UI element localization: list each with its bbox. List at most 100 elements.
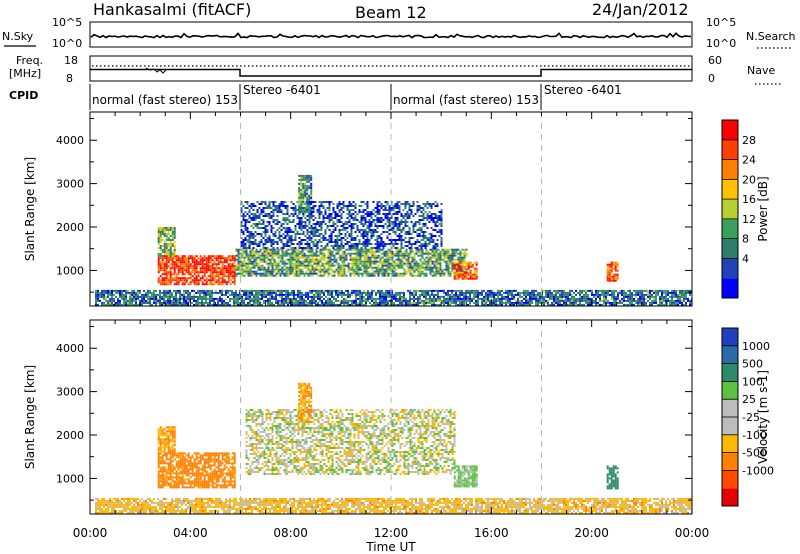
power-cell bbox=[427, 250, 430, 253]
power-cell bbox=[393, 295, 395, 298]
power-cell bbox=[360, 235, 363, 237]
power-cell bbox=[459, 261, 462, 264]
power-cell bbox=[451, 254, 454, 257]
power-cell bbox=[386, 221, 389, 223]
power-cell bbox=[262, 211, 265, 213]
power-cell bbox=[293, 266, 296, 269]
power-cell bbox=[408, 239, 411, 241]
power-cell bbox=[320, 203, 323, 205]
power-cell bbox=[453, 301, 455, 304]
power-cell bbox=[221, 281, 224, 284]
power-cell bbox=[239, 297, 241, 300]
power-cell bbox=[447, 289, 449, 292]
power-cell bbox=[243, 248, 246, 251]
power-cell bbox=[289, 270, 292, 273]
power-cell bbox=[467, 289, 469, 292]
power-cell bbox=[159, 229, 162, 231]
power-cell bbox=[302, 192, 305, 195]
power-cell bbox=[263, 248, 266, 251]
power-cell bbox=[271, 270, 274, 273]
power-cell bbox=[203, 297, 205, 300]
power-cell bbox=[97, 297, 99, 300]
power-cell bbox=[299, 289, 301, 292]
power-cell bbox=[317, 301, 319, 304]
power-cell bbox=[227, 275, 230, 278]
power-cell bbox=[266, 247, 269, 249]
power-cell bbox=[428, 239, 431, 241]
power-cell bbox=[253, 254, 256, 257]
power-cell bbox=[371, 256, 374, 259]
power-cell bbox=[398, 205, 401, 207]
power-cell bbox=[417, 301, 419, 304]
power-cell bbox=[426, 243, 429, 245]
power-cell bbox=[374, 229, 377, 231]
power-cell bbox=[263, 254, 266, 257]
power-cell bbox=[286, 213, 289, 215]
power-cell bbox=[342, 229, 345, 231]
freq-tick-top: 18 bbox=[64, 54, 78, 67]
power-cell bbox=[357, 291, 359, 294]
power-cell bbox=[157, 259, 160, 262]
power-cell bbox=[381, 252, 384, 255]
power-cell bbox=[517, 297, 519, 300]
power-cell bbox=[320, 237, 323, 239]
power-cell bbox=[199, 301, 201, 304]
power-cell bbox=[303, 266, 306, 269]
power-cell bbox=[509, 297, 511, 300]
power-cell bbox=[167, 297, 169, 300]
power-cell bbox=[306, 210, 309, 213]
power-cell bbox=[369, 258, 372, 261]
power-cell bbox=[395, 295, 397, 298]
power-cell bbox=[553, 295, 555, 298]
power-cell bbox=[288, 241, 291, 243]
power-cell bbox=[205, 269, 208, 272]
power-cell bbox=[292, 209, 295, 211]
power-cell bbox=[262, 207, 265, 209]
power-cell bbox=[443, 274, 446, 277]
power-cell bbox=[418, 207, 421, 209]
power-cell bbox=[340, 245, 343, 247]
power-cell bbox=[379, 254, 382, 257]
power-cell bbox=[396, 219, 399, 221]
power-cell bbox=[451, 266, 454, 269]
power-cell bbox=[426, 203, 429, 205]
power-cell bbox=[368, 227, 371, 229]
power-cell bbox=[327, 254, 330, 257]
power-cell bbox=[308, 174, 311, 177]
power-cell bbox=[199, 263, 202, 266]
power-cell bbox=[357, 268, 360, 271]
power-cell bbox=[286, 245, 289, 247]
power-cell bbox=[179, 261, 182, 264]
power-cell bbox=[377, 303, 379, 306]
power-cell bbox=[385, 264, 388, 267]
power-cell bbox=[348, 205, 351, 207]
power-cell bbox=[258, 245, 261, 247]
power-cell bbox=[551, 291, 553, 294]
power-cell bbox=[606, 279, 609, 282]
power-cell bbox=[315, 293, 317, 296]
power-cell bbox=[355, 291, 357, 294]
power-cell bbox=[356, 219, 359, 221]
power-cell bbox=[165, 277, 168, 280]
power-cell bbox=[606, 275, 609, 278]
power-cell bbox=[257, 266, 260, 269]
power-cell bbox=[367, 250, 370, 253]
power-cell bbox=[473, 301, 475, 304]
power-cell bbox=[366, 241, 369, 243]
power-cell bbox=[379, 295, 381, 298]
power-cell bbox=[275, 264, 278, 267]
power-cell bbox=[477, 301, 479, 304]
power-cell bbox=[369, 272, 372, 275]
power-cell bbox=[374, 243, 377, 245]
power-cell bbox=[240, 229, 243, 231]
power-cell bbox=[297, 274, 300, 277]
power-cell bbox=[380, 239, 383, 241]
power-cell bbox=[434, 247, 437, 249]
power-cell bbox=[304, 178, 307, 181]
power-cell bbox=[299, 270, 302, 273]
power-cell bbox=[357, 250, 360, 253]
power-cell bbox=[267, 266, 270, 269]
power-cell bbox=[353, 268, 356, 271]
power-cell bbox=[399, 299, 401, 302]
power-cell bbox=[342, 247, 345, 249]
